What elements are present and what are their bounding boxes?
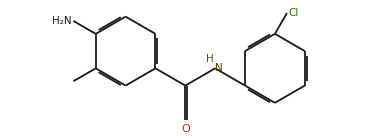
Text: H: H	[206, 54, 214, 64]
Text: H₂N: H₂N	[52, 16, 71, 26]
Text: Cl: Cl	[289, 8, 299, 18]
Text: O: O	[181, 123, 190, 134]
Text: N: N	[215, 63, 223, 73]
